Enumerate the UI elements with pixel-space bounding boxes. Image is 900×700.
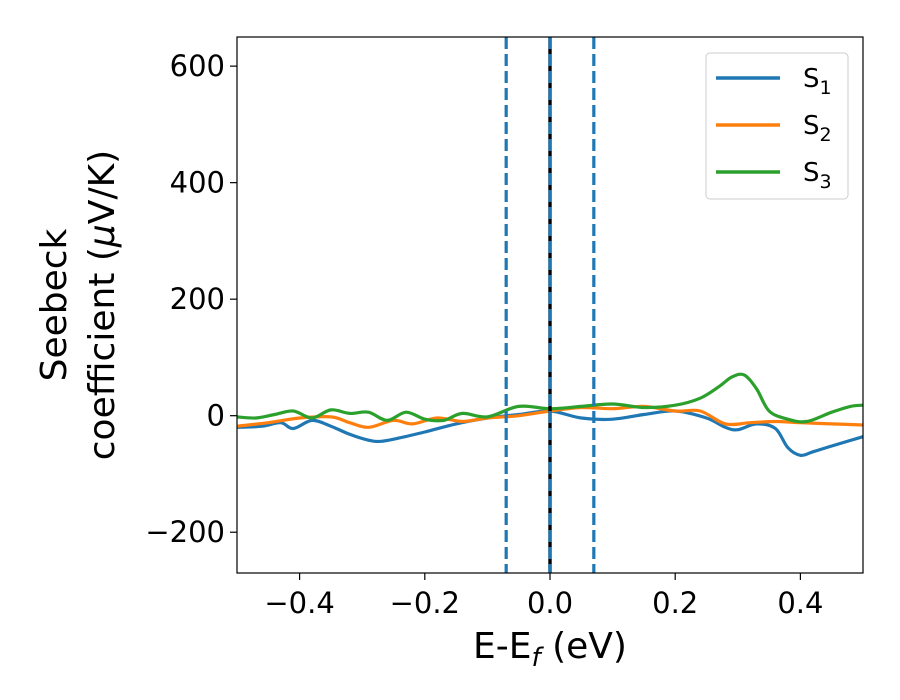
legend-label-s3: S3 (803, 158, 832, 193)
y-tick-label: 0 (207, 399, 225, 433)
legend: S1 S2 S3 (705, 52, 849, 200)
y-axis-label: Seebeck coefficient (μV/K) (34, 150, 123, 460)
y-tick-label: −200 (145, 515, 225, 549)
x-tick-label: −0.4 (264, 586, 334, 620)
x-tick-label: 0.0 (527, 586, 573, 620)
y-tick-label: 400 (170, 166, 225, 200)
ticks-layer: −0.4 −0.2 0.0 0.2 0.4 −200 0 200 400 600 (145, 49, 823, 620)
y-tick-label: 600 (170, 49, 225, 83)
y-axis-label-line1: Seebeck (34, 228, 75, 381)
x-tick-label: 0.2 (652, 586, 698, 620)
x-tick-label: 0.4 (777, 586, 823, 620)
data-layer (237, 37, 863, 573)
x-axis-label: E-Ef (eV) (473, 626, 627, 673)
legend-label-s2: S2 (803, 111, 832, 146)
y-tick-label: 200 (170, 282, 225, 316)
legend-label-s1: S1 (803, 64, 832, 99)
y-axis-label-line2: coefficient (μV/K) (82, 150, 123, 460)
x-tick-label: −0.2 (390, 586, 460, 620)
series-line-s2 (237, 404, 863, 429)
